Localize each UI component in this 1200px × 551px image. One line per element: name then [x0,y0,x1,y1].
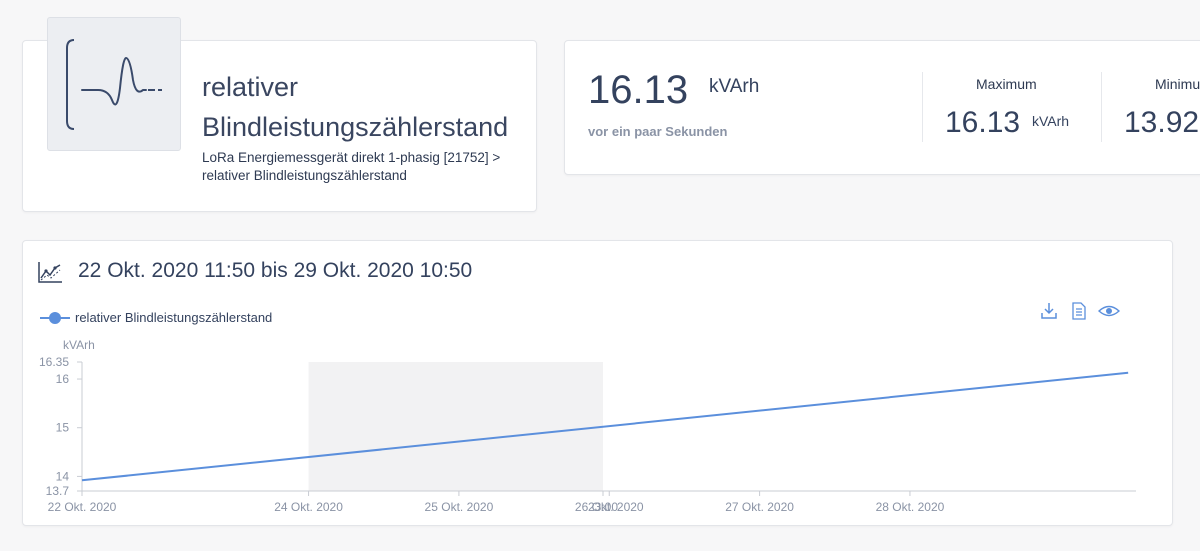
legend-label: relativer Blindleistungszählerstand [75,310,272,325]
maximum-value: 16.13 [945,106,1021,139]
x-tick-label: 26 Okt. 2020 [575,500,644,514]
eye-icon[interactable] [1097,301,1121,321]
series-line [81,371,1129,482]
y-tick-label: 15 [56,421,70,435]
minimum-value: 13.92 [1124,106,1200,139]
y-tick-label: 13.7 [46,484,70,498]
sensor-title: relativer Blindleistungszählerstand [202,72,509,142]
x-tick-label: 24 Okt. 2020 [274,500,343,514]
x-tick-label: 23:00 [588,500,618,514]
x-tick-label: 22 Okt. 2020 [48,500,117,514]
highlight-range-band [308,362,603,491]
legend-marker [49,312,61,324]
maximum-label: Maximum [976,76,1037,92]
chart-date-range: 22 Okt. 2020 11:50 bis 29 Okt. 2020 10:5… [78,259,473,282]
y-tick-label: 16.35 [39,355,69,369]
line-chart-icon [37,260,63,284]
minimum-label: Minimum [1155,76,1200,92]
stats-card [564,40,1200,175]
divider [1101,72,1102,142]
divider [922,72,923,142]
current-timestamp: vor ein paar Sekunden [588,124,728,139]
x-tick-label: 25 Okt. 2020 [425,500,494,514]
maximum-unit: kVArh [1032,113,1070,129]
sensor-path: LoRa Energiemessgerät direkt 1-phasig [2… [202,150,501,183]
y-tick-label: 14 [56,469,70,483]
current-unit: kVArh [709,76,760,97]
waveform-icon [47,17,181,151]
x-tick-label: 28 Okt. 2020 [876,500,945,514]
y-axis-unit: kVArh [63,338,95,352]
current-value: 16.13 [588,68,689,112]
download-icon[interactable] [1039,301,1059,321]
chart-legend[interactable]: relativer Blindleistungszählerstand [40,310,272,325]
document-icon[interactable] [1069,301,1089,321]
y-tick-label: 16 [56,372,70,386]
x-tick-label: 27 Okt. 2020 [725,500,794,514]
